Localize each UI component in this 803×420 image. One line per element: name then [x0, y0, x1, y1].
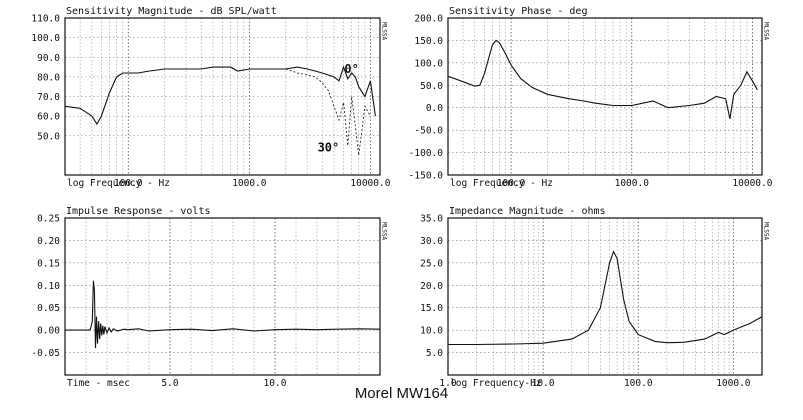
x-tick-label: 100.0: [624, 378, 653, 389]
y-tick-label: 70.0: [37, 92, 60, 103]
y-tick-label: 35.0: [420, 214, 443, 225]
side-mark: MLSSA: [763, 22, 770, 40]
y-tick-label: -0.05: [31, 348, 60, 359]
y-tick-label: 100.0: [31, 33, 60, 44]
y-tick-label: -100.0: [409, 148, 444, 159]
chart-annotation: 0°: [344, 62, 358, 76]
chart-panel-1: 110.0 100.0 90.0 80.0 70.0 60.0 50.0 100.0 1000.…: [31, 6, 390, 189]
y-tick-label: 10.0: [420, 326, 443, 337]
y-tick-label: 200.0: [414, 14, 443, 25]
y-tick-label: 100.0: [414, 58, 443, 69]
x-tick-label: 10.0: [532, 378, 555, 389]
y-tick-label: 0.10: [37, 281, 60, 292]
x-tick-label: 1.0: [439, 378, 456, 389]
x-tick-label: 10000.0: [350, 178, 390, 189]
x-tick-label: 1000.0: [232, 178, 267, 189]
chart-title: Sensitivity Phase - deg: [449, 6, 587, 17]
x-axis-label: log Frequency - Hz: [67, 178, 170, 189]
y-tick-label: 110.0: [31, 14, 60, 25]
series-line-1: [448, 39, 758, 120]
chart-title: Impulse Response - volts: [66, 206, 211, 217]
y-tick-label: 30.0: [420, 236, 443, 247]
y-tick-label: 90.0: [37, 53, 60, 64]
plot-frame: [64, 17, 381, 176]
side-mark: MLSSA: [381, 22, 388, 40]
plot-frame: [447, 17, 763, 176]
y-tick-label: 50.0: [420, 81, 443, 92]
y-tick-label: 0.20: [37, 236, 60, 247]
x-tick-label: 5.0: [161, 378, 178, 389]
chart-title: Sensitivity Magnitude - dB SPL/watt: [66, 6, 277, 17]
x-tick-label: 100.0: [114, 178, 143, 189]
series-line-1: [448, 250, 762, 346]
y-tick-label: 25.0: [420, 258, 443, 269]
y-tick-label: 0.00: [37, 326, 60, 337]
x-tick-label: 1000.0: [615, 178, 650, 189]
x-axis-label: log Frequency-Hz: [450, 378, 542, 389]
chart-panel-2: 200.0 150.0 100.0 50.0 0.0 -50.0 -100.0 -150.0 1…: [409, 6, 773, 189]
y-tick-label: -150.0: [409, 171, 444, 182]
y-tick-label: 0.05: [37, 303, 60, 314]
y-tick-label: -50.0: [414, 126, 443, 137]
x-tick-label: 100.0: [497, 178, 526, 189]
plot-frame: [447, 217, 763, 376]
x-tick-label: 1000.0: [716, 378, 751, 389]
chart-annotation: 30°: [318, 140, 340, 154]
side-mark: MLSSA: [763, 222, 770, 240]
figure-caption: Morel MW164: [354, 385, 449, 402]
chart-title: Impedance Magnitude - ohms: [449, 206, 606, 217]
series-line-1: [65, 280, 380, 349]
plot-frame: [64, 217, 381, 376]
series-line-1: [65, 65, 376, 126]
side-mark: MLSSA: [381, 222, 388, 240]
y-tick-label: 20.0: [420, 281, 443, 292]
y-tick-label: 5.0: [426, 348, 443, 359]
y-tick-label: 80.0: [37, 72, 60, 83]
y-tick-label: 50.0: [37, 131, 60, 142]
y-tick-label: 0.15: [37, 258, 60, 269]
y-tick-label: 0.25: [37, 214, 60, 225]
y-tick-label: 60.0: [37, 112, 60, 123]
series-line-2: [285, 68, 371, 156]
y-tick-label: 15.0: [420, 303, 443, 314]
chart-panel-4: 35.0 30.0 25.0 20.0 15.0 10.0 5.0 1.0 10.0 100.0 1…: [420, 206, 769, 389]
chart-panel-3: 0.25 0.20 0.15 0.10 0.05 0.00 -0.05 5.0 10.0 Impu…: [31, 206, 387, 389]
x-tick-label: 10000.0: [732, 178, 772, 189]
x-axis-label: Time - msec: [67, 378, 130, 389]
x-axis-label: log Frequency - Hz: [450, 178, 553, 189]
y-tick-label: 150.0: [414, 36, 443, 47]
x-tick-label: 10.0: [264, 378, 287, 389]
y-tick-label: 0.0: [426, 103, 443, 114]
